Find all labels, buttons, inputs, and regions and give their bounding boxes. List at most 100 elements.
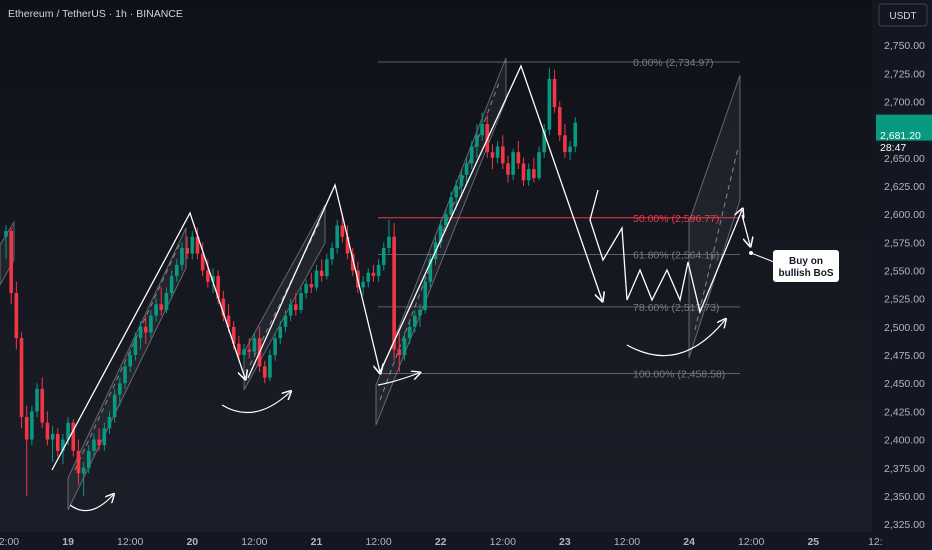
candle[interactable] <box>413 309 417 333</box>
candle[interactable] <box>521 157 526 186</box>
candle[interactable] <box>552 69 557 113</box>
candle[interactable] <box>159 287 164 316</box>
candle[interactable] <box>102 422 107 451</box>
candle[interactable] <box>407 321 412 344</box>
candle[interactable] <box>459 169 464 198</box>
candle[interactable] <box>242 343 246 363</box>
candle[interactable] <box>516 140 521 170</box>
candle[interactable] <box>366 268 371 288</box>
candle[interactable] <box>330 242 334 265</box>
candle[interactable] <box>149 309 153 339</box>
candle[interactable] <box>371 264 376 282</box>
candle[interactable] <box>288 298 293 322</box>
candle[interactable] <box>206 259 210 288</box>
candle[interactable] <box>107 411 112 434</box>
candle[interactable] <box>14 281 19 350</box>
candle[interactable] <box>185 236 189 260</box>
candle[interactable] <box>97 428 101 451</box>
candle[interactable] <box>40 377 45 429</box>
candle[interactable] <box>350 247 355 277</box>
candle[interactable] <box>252 332 257 356</box>
candle[interactable] <box>128 349 132 372</box>
candle[interactable] <box>283 309 288 333</box>
candle[interactable] <box>164 287 169 314</box>
candle[interactable] <box>19 332 24 429</box>
candle[interactable] <box>24 405 29 496</box>
candle[interactable] <box>454 180 459 209</box>
candle[interactable] <box>138 321 143 350</box>
candle[interactable] <box>557 101 562 141</box>
candle[interactable] <box>118 377 122 406</box>
candle[interactable] <box>387 219 391 254</box>
candle[interactable] <box>309 272 314 294</box>
candle[interactable] <box>30 405 34 446</box>
candle[interactable] <box>143 315 148 344</box>
candle[interactable] <box>418 304 422 327</box>
candle[interactable] <box>392 223 396 361</box>
candle[interactable] <box>428 253 433 288</box>
candle[interactable] <box>112 388 117 423</box>
candle[interactable] <box>325 253 329 280</box>
candle[interactable] <box>169 270 174 299</box>
candle[interactable] <box>81 462 86 496</box>
candle[interactable] <box>444 208 448 232</box>
candle[interactable] <box>464 157 469 186</box>
candle[interactable] <box>9 227 13 305</box>
candle[interactable] <box>376 259 381 282</box>
candle[interactable] <box>542 123 546 158</box>
candle[interactable] <box>397 332 402 372</box>
candle[interactable] <box>195 227 200 260</box>
candle[interactable] <box>563 123 567 158</box>
candle[interactable] <box>340 214 345 243</box>
candle[interactable] <box>190 231 195 260</box>
candle[interactable] <box>506 155 510 183</box>
candle[interactable] <box>475 123 479 158</box>
currency-button[interactable]: USDT <box>878 3 928 27</box>
candle[interactable] <box>35 383 39 418</box>
candle[interactable] <box>221 290 226 322</box>
candle[interactable] <box>469 140 474 170</box>
candle[interactable] <box>490 144 495 170</box>
candle[interactable] <box>133 332 138 361</box>
candle[interactable] <box>174 259 179 282</box>
candle[interactable] <box>71 419 76 457</box>
candle[interactable] <box>278 321 283 344</box>
candle[interactable] <box>381 242 386 271</box>
candle[interactable] <box>319 259 324 282</box>
candle[interactable] <box>304 279 308 299</box>
candle[interactable] <box>45 411 50 446</box>
candle[interactable] <box>299 287 303 314</box>
candle[interactable] <box>92 433 96 457</box>
candle[interactable] <box>423 276 427 314</box>
candle[interactable] <box>335 219 339 254</box>
candle[interactable] <box>4 225 8 260</box>
candle[interactable] <box>547 67 552 136</box>
candle[interactable] <box>568 140 572 161</box>
candle[interactable] <box>532 157 536 183</box>
candle[interactable] <box>480 112 484 141</box>
candle[interactable] <box>495 140 500 164</box>
candle[interactable] <box>511 148 515 181</box>
candle[interactable] <box>262 360 267 384</box>
candle[interactable] <box>55 428 60 457</box>
candle[interactable] <box>273 332 277 361</box>
candle[interactable] <box>294 293 298 316</box>
candle[interactable] <box>87 445 91 474</box>
candle[interactable] <box>154 298 158 322</box>
candle[interactable] <box>526 163 531 186</box>
callout-note[interactable]: Buy on bullish BoS <box>749 250 839 282</box>
candle[interactable] <box>200 242 205 277</box>
candle[interactable] <box>345 225 350 260</box>
candle[interactable] <box>573 117 578 153</box>
candle[interactable] <box>314 264 319 291</box>
candle[interactable] <box>501 135 505 170</box>
candle[interactable] <box>449 191 453 220</box>
candle[interactable] <box>537 146 541 181</box>
candle[interactable] <box>438 219 443 248</box>
candle[interactable] <box>50 426 55 463</box>
candle[interactable] <box>237 335 241 361</box>
candle[interactable] <box>76 439 81 485</box>
candle[interactable] <box>180 242 184 271</box>
